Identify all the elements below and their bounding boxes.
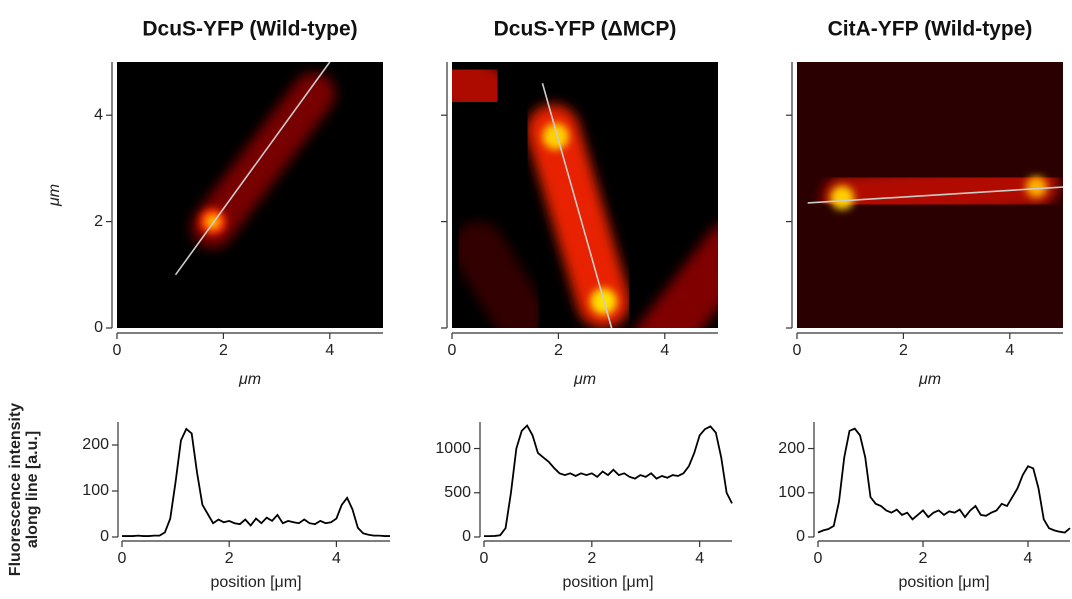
x-tick-label: 4 xyxy=(1024,550,1033,567)
x-tick-label: 0 xyxy=(448,342,457,359)
x-tick-label: 0 xyxy=(814,550,823,567)
x-tick-label: 0 xyxy=(113,342,122,359)
panel-title: DcuS-YFP (ΔMCP) xyxy=(494,18,677,41)
intensity-line xyxy=(122,427,390,537)
x-tick-label: 2 xyxy=(225,550,234,567)
y-axis-label: along line [a.u.] xyxy=(24,431,41,548)
y-tick-label: 2 xyxy=(94,213,103,230)
x-tick-label: 2 xyxy=(219,342,228,359)
bright-spot xyxy=(830,185,855,210)
x-axis-label: position [μm] xyxy=(562,574,653,591)
x-tick-label: 2 xyxy=(587,550,596,567)
y-tick-label: 500 xyxy=(444,484,471,501)
cell xyxy=(452,62,514,124)
x-tick-label: 4 xyxy=(695,550,704,567)
y-tick-label: 100 xyxy=(82,482,109,499)
y-tick-label: 4 xyxy=(94,106,103,123)
y-tick-label: 100 xyxy=(778,484,805,501)
x-axis-label: position [μm] xyxy=(210,574,301,591)
y-tick-label: 0 xyxy=(100,528,109,545)
intensity-line xyxy=(817,427,1071,534)
y-axis-label: μm xyxy=(46,184,63,207)
micrograph xyxy=(797,62,1063,328)
panel-title: DcuS-YFP (Wild-type) xyxy=(142,18,357,41)
x-tick-label: 4 xyxy=(660,342,669,359)
profile-line xyxy=(807,186,1063,204)
y-tick-label: 200 xyxy=(778,440,805,457)
y-axis-label: Fluorescence intensity xyxy=(7,403,24,576)
profile-line xyxy=(174,62,331,276)
x-tick-label: 4 xyxy=(332,550,341,567)
x-tick-label: 2 xyxy=(919,550,928,567)
profile-line xyxy=(541,83,613,328)
x-tick-label: 2 xyxy=(899,342,908,359)
x-tick-label: 4 xyxy=(325,342,334,359)
x-axis-label: position [μm] xyxy=(898,574,989,591)
x-axis-label: μm xyxy=(918,371,941,388)
cell xyxy=(526,104,631,328)
y-tick-label: 0 xyxy=(462,528,471,545)
x-tick-label: 2 xyxy=(554,342,563,359)
cell xyxy=(191,72,336,249)
cell xyxy=(822,161,1060,221)
x-tick-label: 0 xyxy=(480,550,489,567)
panel-title: CitA-YFP (Wild-type) xyxy=(828,18,1033,41)
y-tick-label: 1000 xyxy=(435,440,471,457)
x-tick-label: 0 xyxy=(118,550,127,567)
x-tick-label: 0 xyxy=(793,342,802,359)
cell xyxy=(636,225,718,328)
bright-spot xyxy=(1025,176,1048,198)
intensity-line xyxy=(484,424,733,538)
x-axis-label: μm xyxy=(238,371,261,388)
x-axis-label: μm xyxy=(573,371,596,388)
micrograph xyxy=(117,62,383,328)
y-tick-label: 200 xyxy=(82,436,109,453)
x-tick-label: 4 xyxy=(1005,342,1014,359)
cell xyxy=(452,221,546,328)
y-tick-label: 0 xyxy=(796,528,805,545)
micrograph xyxy=(452,62,718,328)
y-tick-label: 0 xyxy=(94,319,103,336)
bright-spot xyxy=(542,123,570,150)
